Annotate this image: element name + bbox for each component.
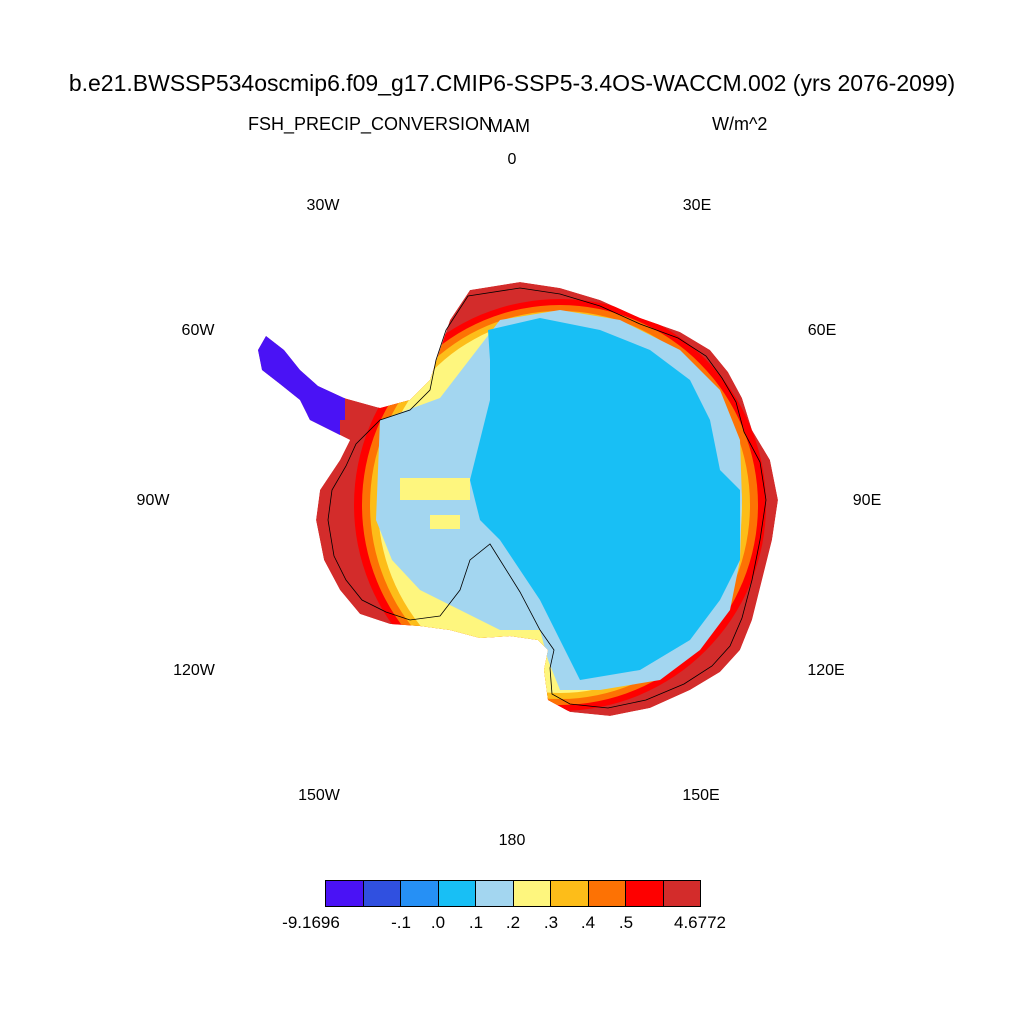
colorbar-label: 4.6772 [674,913,726,932]
lon-label-180: 180 [498,832,526,849]
colorbar-swatch-5 [513,881,551,906]
colorbar-label: -.1 [391,913,411,932]
colorbar-swatch-2 [401,881,439,906]
lon-label-150e: 150E [682,787,720,804]
colorbar-swatch-3 [438,881,476,906]
colorbar-swatch-4 [476,881,514,906]
lon-label-60e: 60E [807,322,837,339]
yellow-patch-2 [430,515,460,529]
colorbar-label: .5 [618,913,634,932]
colorbar-swatch-6 [551,881,589,906]
interior-blue [470,318,740,680]
plot-title: b.e21.BWSSP534oscmip6.f09_g17.CMIP6-SSP5… [68,70,956,96]
colorbar-label: .2 [505,913,521,932]
peninsula-blue-2 [290,415,340,455]
yellow-patch [400,478,470,500]
lon-label-0: 0 [507,151,517,168]
colorbar-swatch-0 [326,881,364,906]
peninsula-blue [258,330,345,420]
units-label: W/m^2 [712,114,768,134]
lon-label-90w: 90W [136,492,170,509]
colorbar [325,880,701,907]
colorbar-label: -9.1696 [282,913,340,932]
colorbar-swatch-1 [363,881,401,906]
lon-label-90e: 90E [852,492,882,509]
colorbar-label: .4 [580,913,596,932]
coastline [327,287,767,709]
lon-label-30e: 30E [682,197,712,214]
lon-label-150w: 150W [298,787,340,804]
lon-label-60w: 60W [181,322,215,339]
colorbar-swatch-8 [626,881,664,906]
colorbar-label: .0 [430,913,446,932]
variable-label: FSH_PRECIP_CONVERSION [248,114,493,134]
season-label: MAM [488,116,530,136]
lon-label-120w: 120W [173,662,215,679]
colorbar-label: .1 [468,913,484,932]
colorbar-swatch-9 [663,881,700,906]
lon-label-120e: 120E [807,662,845,679]
colorbar-swatch-7 [588,881,626,906]
colorbar-label: .3 [543,913,559,932]
lon-label-30w: 30W [306,197,340,214]
